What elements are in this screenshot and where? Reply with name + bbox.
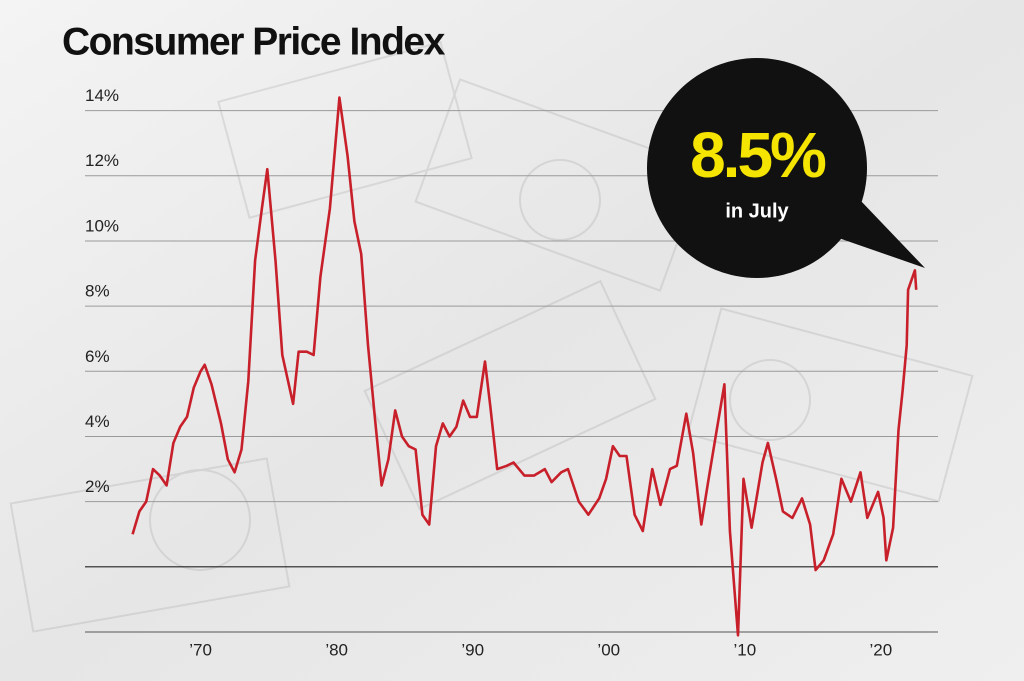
y-tick-label: 14% — [85, 86, 119, 105]
x-tick-label: ’90 — [461, 640, 484, 659]
x-tick-label: ’20 — [870, 640, 893, 659]
annotation-value: 8.5% — [690, 119, 826, 191]
y-tick-label: 12% — [85, 151, 119, 170]
y-tick-label: 6% — [85, 347, 110, 366]
y-tick-label: 2% — [85, 477, 110, 496]
x-tick-label: ’80 — [325, 640, 348, 659]
x-tick-label: ’00 — [597, 640, 620, 659]
x-tick-label: ’10 — [733, 640, 756, 659]
y-tick-label: 4% — [85, 412, 110, 431]
callout-bubble — [647, 58, 867, 278]
cpi-line — [131, 96, 918, 637]
callout: 8.5% in July — [647, 58, 925, 278]
chart-title: Consumer Price Index — [62, 20, 446, 63]
y-tick-label: 10% — [85, 216, 119, 235]
y-tick-label: 8% — [85, 282, 110, 301]
x-tick-label: ’70 — [189, 640, 212, 659]
annotation-subtext: in July — [725, 200, 789, 222]
